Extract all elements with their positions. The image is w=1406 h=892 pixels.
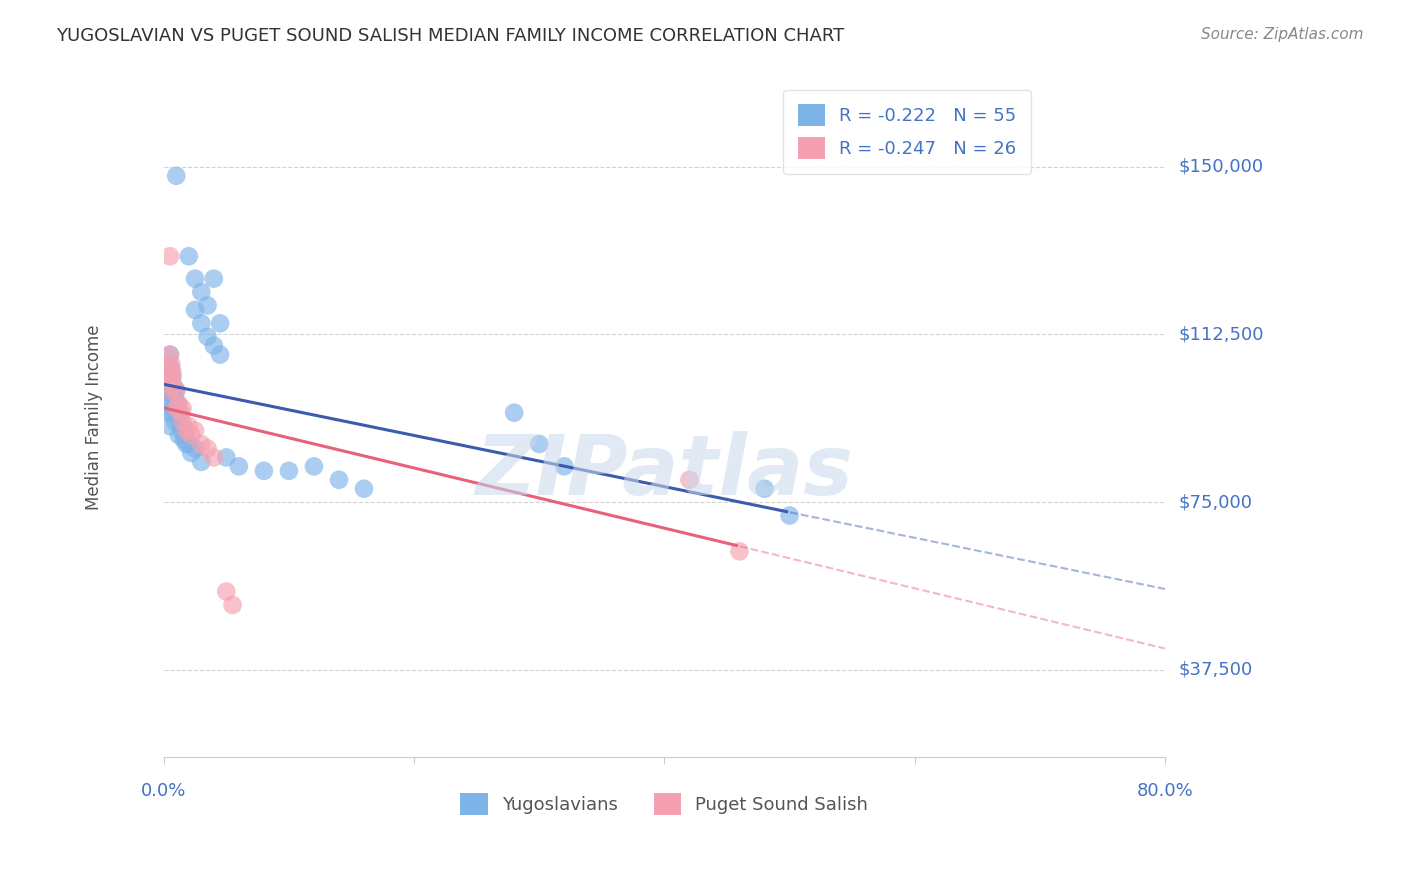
Point	[228, 459, 250, 474]
Point	[503, 406, 526, 420]
Point	[160, 361, 183, 376]
Text: Median Family Income: Median Family Income	[86, 325, 103, 510]
Point	[328, 473, 350, 487]
Point	[159, 348, 181, 362]
Point	[202, 339, 225, 353]
Point	[184, 271, 207, 285]
Point	[162, 388, 184, 402]
Point	[172, 415, 194, 429]
Point	[159, 392, 181, 407]
Point	[529, 437, 551, 451]
Point	[160, 379, 183, 393]
Point	[184, 302, 207, 317]
Point	[553, 459, 575, 474]
Point	[159, 384, 181, 398]
Text: 0.0%: 0.0%	[141, 782, 187, 800]
Point	[167, 397, 190, 411]
Text: $150,000: $150,000	[1180, 158, 1264, 176]
Point	[172, 401, 194, 416]
Point	[197, 329, 219, 343]
Point	[167, 428, 190, 442]
Point	[165, 169, 187, 183]
Point	[159, 366, 181, 380]
Point	[174, 437, 197, 451]
Point	[302, 459, 325, 474]
Point	[190, 437, 212, 451]
Point	[172, 419, 194, 434]
Point	[253, 464, 276, 478]
Point	[209, 316, 232, 330]
Point	[163, 379, 186, 393]
Point	[162, 406, 184, 420]
Point	[169, 415, 191, 429]
Point	[190, 316, 212, 330]
Point	[190, 455, 212, 469]
Point	[197, 298, 219, 312]
Point	[163, 401, 186, 416]
Point	[165, 384, 187, 398]
Point	[165, 384, 187, 398]
Point	[162, 370, 184, 384]
Point	[202, 450, 225, 465]
Point	[202, 271, 225, 285]
Point	[184, 442, 207, 456]
Point	[159, 384, 181, 398]
Point	[174, 428, 197, 442]
Point	[159, 348, 181, 362]
Point	[173, 433, 195, 447]
Text: ZIPatlas: ZIPatlas	[475, 431, 853, 512]
Point	[184, 424, 207, 438]
Point	[159, 406, 181, 420]
Legend: Yugoslavians, Puget Sound Salish: Yugoslavians, Puget Sound Salish	[453, 786, 876, 822]
Point	[209, 348, 232, 362]
Point	[159, 419, 181, 434]
Text: YUGOSLAVIAN VS PUGET SOUND SALISH MEDIAN FAMILY INCOME CORRELATION CHART: YUGOSLAVIAN VS PUGET SOUND SALISH MEDIAN…	[56, 27, 845, 45]
Point	[197, 442, 219, 456]
Point	[160, 370, 183, 384]
Point	[159, 375, 181, 389]
Point	[159, 249, 181, 263]
Point	[728, 544, 751, 558]
Point	[177, 249, 200, 263]
Point	[160, 397, 183, 411]
Point	[163, 415, 186, 429]
Point	[162, 366, 184, 380]
Point	[190, 285, 212, 299]
Text: $37,500: $37,500	[1180, 661, 1253, 679]
Point	[177, 419, 200, 434]
Point	[159, 361, 181, 376]
Point	[170, 406, 193, 420]
Point	[180, 446, 202, 460]
Point	[215, 450, 238, 465]
Point	[177, 437, 200, 451]
Text: Source: ZipAtlas.com: Source: ZipAtlas.com	[1201, 27, 1364, 42]
Point	[167, 406, 190, 420]
Point	[277, 464, 299, 478]
Text: 80.0%: 80.0%	[1136, 782, 1194, 800]
Point	[779, 508, 801, 523]
Text: $75,000: $75,000	[1180, 493, 1253, 511]
Point	[163, 392, 186, 407]
Text: $112,500: $112,500	[1180, 326, 1264, 343]
Point	[678, 473, 700, 487]
Point	[353, 482, 375, 496]
Point	[754, 482, 776, 496]
Point	[221, 598, 243, 612]
Point	[163, 384, 186, 398]
Point	[166, 397, 188, 411]
Point	[174, 424, 197, 438]
Point	[180, 428, 202, 442]
Point	[165, 401, 187, 416]
Point	[215, 584, 238, 599]
Point	[170, 424, 193, 438]
Point	[165, 406, 187, 420]
Point	[160, 357, 183, 371]
